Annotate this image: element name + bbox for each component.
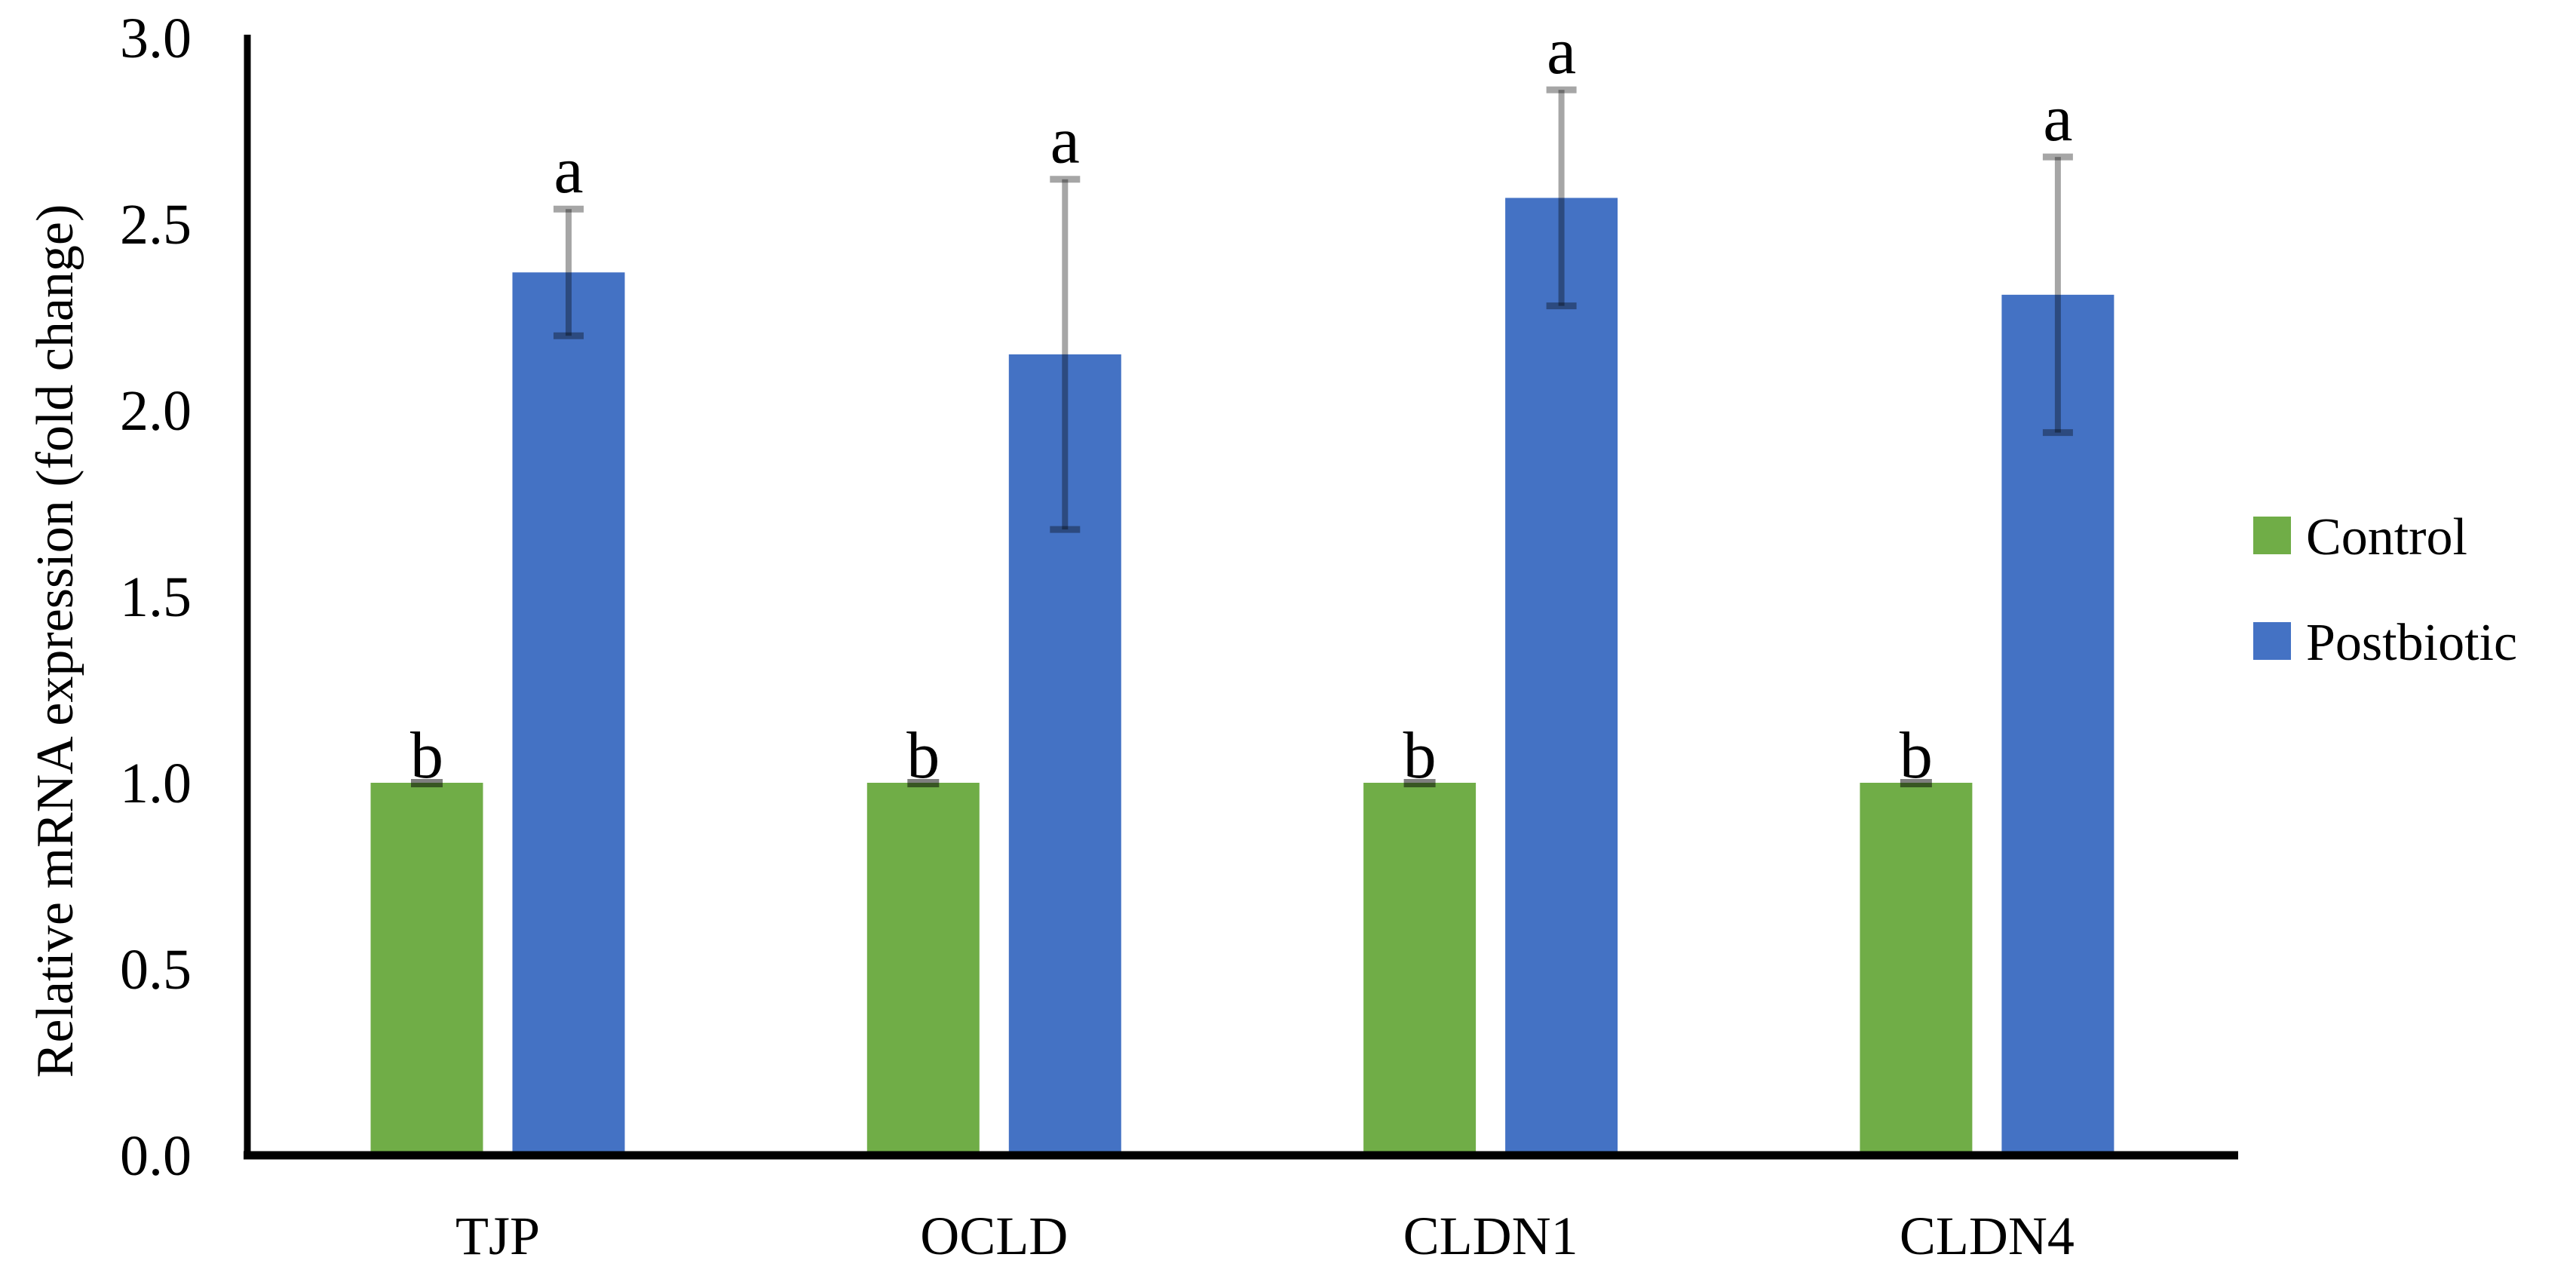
- category-label-CLDN4: CLDN4: [1900, 1206, 2075, 1266]
- sig-letter-b-TJP: b: [410, 719, 443, 793]
- bar-postbiotic-TJP: [512, 272, 625, 1156]
- bar-postbiotic-CLDN4: [2001, 294, 2114, 1155]
- error-bar-control-CLDN1: [1403, 779, 1436, 787]
- sig-letter-a-OCLD: a: [1050, 105, 1080, 178]
- category-label-TJP: TJP: [455, 1206, 540, 1266]
- significance-letters-group: b b b b a a a a: [410, 15, 2072, 793]
- bar-postbiotic-CLDN1: [1505, 198, 1618, 1155]
- y-axis-title: Relative mRNA expression (fold change): [26, 204, 84, 1078]
- error-bars-group: [411, 86, 2073, 787]
- error-bar-control-TJP: [411, 779, 443, 787]
- sig-letter-b-CLDN4: b: [1900, 719, 1933, 793]
- y-tick-label-2.0: 2.0: [120, 379, 192, 443]
- sig-letter-a-CLDN1: a: [1547, 15, 1576, 88]
- x-axis-category-labels: TJP OCLD CLDN1 CLDN4: [455, 1206, 2075, 1266]
- error-bar-control-OCLD: [907, 779, 940, 787]
- bars-group: [370, 198, 2114, 1156]
- category-label-OCLD: OCLD: [920, 1206, 1068, 1266]
- bar-control-CLDN1: [1363, 783, 1477, 1155]
- bar-control-TJP: [370, 783, 483, 1155]
- y-axis-tick-labels: 0.0 0.5 1.0 1.5 2.0 2.5 3.0: [120, 7, 192, 1188]
- legend-label-postbiotic: Postbiotic: [2306, 614, 2517, 672]
- legend-label-control: Control: [2306, 508, 2467, 566]
- sig-letter-b-CLDN1: b: [1403, 719, 1437, 793]
- y-tick-label-1.5: 1.5: [120, 566, 192, 629]
- sig-letter-a-CLDN4: a: [2043, 82, 2072, 155]
- y-tick-label-2.5: 2.5: [120, 193, 192, 256]
- y-tick-label-0.0: 0.0: [120, 1124, 192, 1188]
- y-tick-label-3.0: 3.0: [120, 7, 192, 70]
- error-bar-control-CLDN4: [1900, 779, 1932, 787]
- legend: Control Postbiotic: [2253, 508, 2517, 672]
- y-tick-label-0.5: 0.5: [120, 938, 192, 1001]
- legend-swatch-control: [2253, 517, 2291, 554]
- bar-control-CLDN4: [1860, 783, 1973, 1155]
- sig-letter-b-OCLD: b: [906, 719, 940, 793]
- y-tick-label-1.0: 1.0: [120, 752, 192, 815]
- bar-control-OCLD: [866, 783, 980, 1155]
- legend-swatch-postbiotic: [2253, 622, 2291, 660]
- bar-postbiotic-OCLD: [1008, 354, 1121, 1155]
- sig-letter-a-TJP: a: [554, 134, 583, 207]
- category-label-CLDN1: CLDN1: [1403, 1206, 1578, 1266]
